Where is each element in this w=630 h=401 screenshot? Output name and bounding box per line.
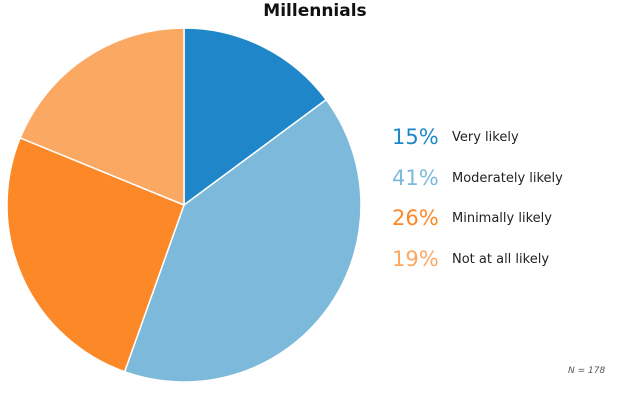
legend-percent-minimally-likely: 26% xyxy=(392,206,439,230)
legend-percent-not-at-all-likely: 19% xyxy=(392,247,439,271)
sample-size-note: N = 178 xyxy=(568,366,606,376)
pie-slice-very-likely xyxy=(183,27,328,207)
legend-label-minimally-likely: Minimally likely xyxy=(452,210,552,226)
pie-slice-not-at-all-likely xyxy=(19,27,185,207)
legend-item-very-likely: 15% Very likely xyxy=(392,122,519,152)
legend-item-minimally-likely: 26% Minimally likely xyxy=(392,203,552,233)
pie-slice-moderately-likely xyxy=(123,98,362,383)
legend-item-not-at-all-likely: 19% Not at all likely xyxy=(392,244,549,274)
legend-percent-moderately-likely: 41% xyxy=(392,166,439,190)
legend-label-very-likely: Very likely xyxy=(452,129,519,145)
legend-item-moderately-likely: 41% Moderately likely xyxy=(392,163,563,193)
pie-slice-minimally-likely xyxy=(6,136,185,373)
legend-label-moderately-likely: Moderately likely xyxy=(452,170,563,186)
chart-title: Millennials xyxy=(263,1,367,21)
legend-label-not-at-all-likely: Not at all likely xyxy=(452,251,550,267)
legend-percent-very-likely: 15% xyxy=(392,125,439,149)
